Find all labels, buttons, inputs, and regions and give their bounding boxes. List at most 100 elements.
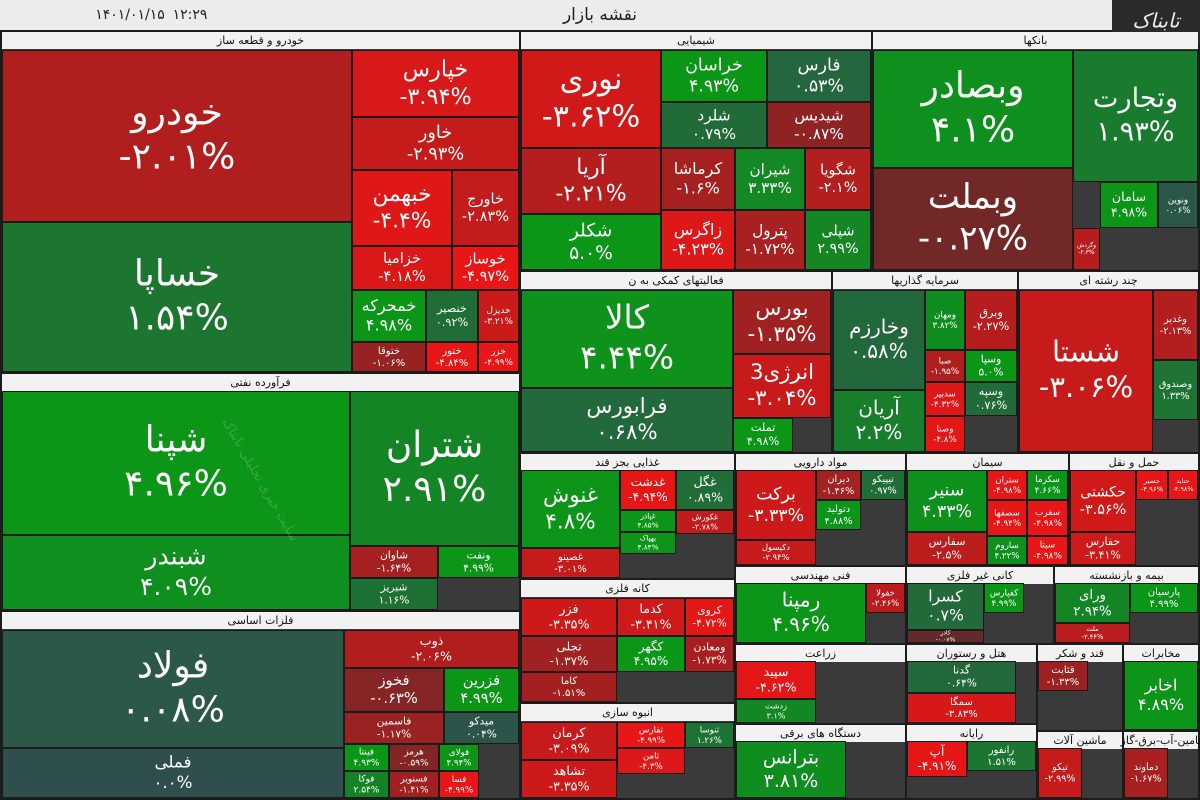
tile-name: آریان [858,395,901,420]
tile [1070,470,1136,532]
sector-header [907,454,1068,471]
tile [805,148,871,210]
tile-name: تملت [751,420,776,434]
tile-name: خاورج [467,190,504,208]
tile-change: -۰.۵۹% [399,759,429,769]
tile [735,210,805,270]
tile [907,661,1016,693]
tile-change: ۲.۹۴% [1073,604,1111,619]
tile-name: زدشت [765,702,787,711]
tile-change: ۴.۰۹% [140,572,212,601]
sector-header [736,454,905,471]
tile-name: ثفارس [639,725,664,735]
tile-name: دکیسول [762,542,790,552]
tile-change: -۱.۳۳% [1047,677,1079,688]
tile-change: -۴.۹۱% [918,759,957,773]
sector-name: کانی غیر فلزی [947,569,1014,582]
tile-name: خاور [418,123,452,143]
tile [2,50,352,222]
tile-name: شستا [1052,335,1120,369]
sector-header [521,580,734,597]
tile-change: -۱.۰۶% [373,358,405,369]
page-title: نقشه بازار [562,5,637,25]
sector-header [2,32,519,49]
tile [805,210,871,270]
sector-name: خودرو و قطعه ساز [216,34,304,47]
sector-header [833,272,1017,289]
tile-name: بترانس [763,747,819,769]
tile [767,50,871,102]
tile-name: فولاد [137,645,209,686]
tile [1124,661,1198,730]
tile-change: -۱.۶۷% [1131,773,1162,784]
tile-change: -۰.۶۳% [370,690,418,707]
tile [352,342,426,372]
tile [1136,470,1168,500]
tile [907,532,987,565]
sector-name: کانه فلزی [605,582,650,595]
tile [733,290,831,354]
tile [350,578,438,610]
tile-change: -۱.۳۷% [550,654,589,668]
tile-change: ۰.۰% [153,773,192,792]
tile [438,546,519,578]
tile-name: فملی [155,753,192,772]
tile-name: وصنا [937,424,954,434]
tile-name: آریا [576,153,606,180]
tile [676,470,734,510]
sector-name: مخابرات [1142,647,1181,660]
sector-header [1124,732,1198,749]
tile-name: سصفها [994,508,1020,518]
tile-name: سفارس [929,535,966,548]
tile [2,630,344,748]
tile-name: خفولا [876,587,895,597]
tile-change: -۳.۶۲% [542,99,641,134]
tile-change: -۳.۰۶% [1039,370,1133,404]
tile-change: ۲.۹۹% [817,241,858,257]
tile-change: -۳.۹۴% [399,84,471,110]
tile-change: ۳.۳۳% [748,179,792,197]
tile [344,744,389,771]
sector-name: غذایی بجز قند [595,456,660,469]
tile [685,598,734,636]
sector-name: فلزات اساسی [228,614,294,627]
tile-change: -۲.۰۱% [119,136,236,177]
tile-name: ثامن [643,751,660,761]
tile [1130,583,1198,613]
tile-change: -۴.۷۲% [692,617,726,630]
sector-header [521,32,871,49]
tile-change: -۴.۱۸% [378,268,426,285]
tile-name: فخوز [377,672,409,689]
tile-name: سکرما [1035,475,1060,485]
tile [1055,583,1130,623]
tile [389,744,439,771]
tile-change: -۴.۹۹% [637,736,665,746]
sector-header [907,645,1036,662]
tile [521,598,617,636]
tile [521,388,733,452]
tile-change: ۰.۷۹% [692,125,736,143]
tile-name: ورای [1079,588,1106,603]
tile [439,744,479,771]
tile-name: حفارس [1086,535,1120,548]
tile-change: ۰.۶۸% [596,420,657,445]
tile-change: -۱.۴۱% [399,786,429,796]
tile-change: -۳.۸۳% [945,709,977,720]
tile-change: ۰.۹۷% [869,485,897,496]
tile-change: -۴.۹۹% [445,785,473,795]
tile-change: -۱.۴۶% [823,486,855,497]
tile [352,246,452,290]
tile-name: پترول [752,221,788,240]
tile-name: خوساز [464,250,505,267]
tile [521,636,617,672]
tile-name: بورس [755,296,808,321]
sector-header [521,454,734,471]
tile-name: دیران [827,474,849,485]
tile [736,583,866,643]
tile [350,391,519,546]
sector-name: سرمایه گذاریها [891,274,959,287]
tile-change: ۴.۸۴% [637,543,658,552]
tile-change: ۴.۹۸% [366,315,412,334]
tile-name: ونوین [1168,195,1188,205]
